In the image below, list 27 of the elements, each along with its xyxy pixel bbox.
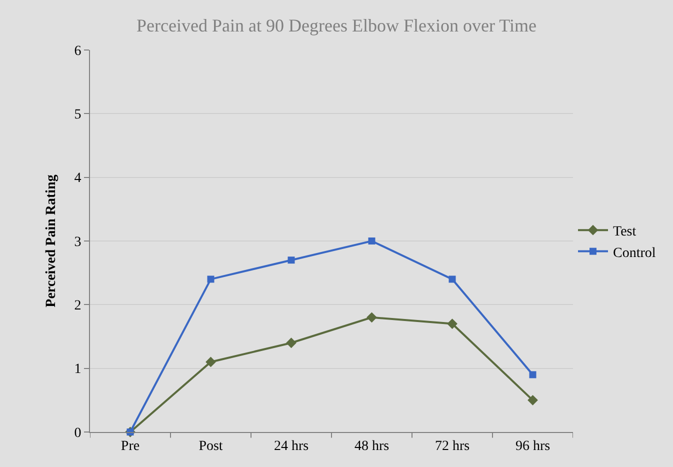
x-tick-label: 96 hrs <box>515 438 550 454</box>
chart-title: Perceived Pain at 90 Degrees Elbow Flexion over Time <box>136 15 536 36</box>
x-tick-label: 48 hrs <box>354 438 390 454</box>
y-tick-label: 0 <box>74 426 82 441</box>
y-tick-label: 2 <box>74 298 82 314</box>
y-axis-title: Perceived Pain Rating <box>44 174 59 308</box>
point <box>368 238 376 244</box>
y-tick-label: 1 <box>74 362 82 378</box>
point <box>207 276 214 283</box>
point <box>528 394 538 406</box>
point <box>448 276 456 283</box>
point <box>366 312 377 323</box>
point <box>206 356 216 368</box>
x-tick-label: 24 hrs <box>274 438 309 454</box>
x-tick-label: Pre <box>120 438 140 454</box>
y-tick-label: 4 <box>74 171 82 186</box>
legend-label: Control <box>613 246 656 261</box>
y-tick-label: 3 <box>74 234 82 250</box>
point <box>286 338 296 348</box>
point <box>529 371 536 378</box>
y-tick-label: 6 <box>74 44 82 59</box>
point <box>288 256 295 264</box>
legend-label: Test <box>613 224 636 240</box>
y-tick-label: 5 <box>74 108 82 123</box>
point <box>447 318 458 329</box>
x-tick-label: 72 hrs <box>434 438 470 454</box>
x-tick-label: Post <box>198 438 223 454</box>
